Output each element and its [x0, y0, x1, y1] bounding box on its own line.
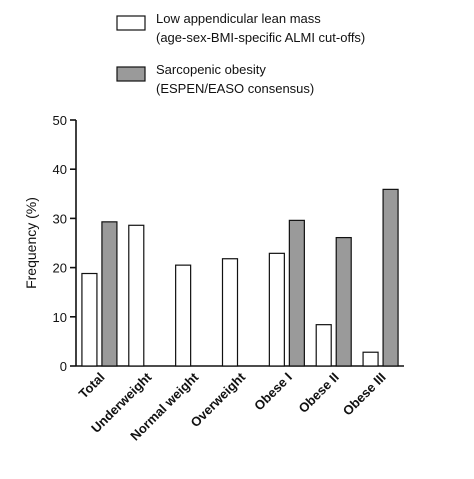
bar-series-1-obese-i: [268, 252, 285, 367]
bar-series-2-obese-ii: [335, 236, 352, 367]
bar-series-1-total: [81, 272, 98, 367]
y-tick-label: 50: [53, 113, 67, 128]
bar-series-1-obese-ii: [315, 324, 332, 367]
x-tick-label: Obese III: [340, 370, 389, 419]
y-tick-label: 10: [53, 310, 67, 325]
x-tick-label: Total: [76, 370, 108, 402]
bar-series-2-total: [101, 221, 118, 367]
legend-label-2-line-2: (ESPEN/EASO consensus): [156, 81, 314, 96]
bar-series-1-normal-weight: [175, 264, 192, 367]
legend-swatch-1: [116, 15, 146, 31]
y-tick-label: 20: [53, 261, 67, 276]
x-tick-label: Obese II: [295, 370, 341, 416]
x-tick-label: Obese I: [251, 370, 295, 414]
y-axis-title: Frequency (%): [23, 197, 39, 289]
bar-series-2-obese-i: [288, 219, 305, 367]
legend-label-2-line-1: Sarcopenic obesity: [156, 62, 266, 77]
y-tick-label: 0: [60, 359, 67, 374]
bar-series-2-obese-iii: [382, 188, 399, 367]
bar-series-1-overweight: [221, 258, 239, 367]
y-tick-label: 30: [53, 211, 67, 226]
y-tick-label: 40: [53, 162, 67, 177]
legend-label-1-line-2: (age-sex-BMI-specific ALMI cut-offs): [156, 30, 365, 45]
bar-series-1-obese-iii: [362, 351, 379, 367]
bar-series-1-underweight: [128, 224, 145, 367]
legend-label-1-line-1: Low appendicular lean mass: [156, 11, 321, 26]
legend-swatch-2: [116, 66, 146, 82]
